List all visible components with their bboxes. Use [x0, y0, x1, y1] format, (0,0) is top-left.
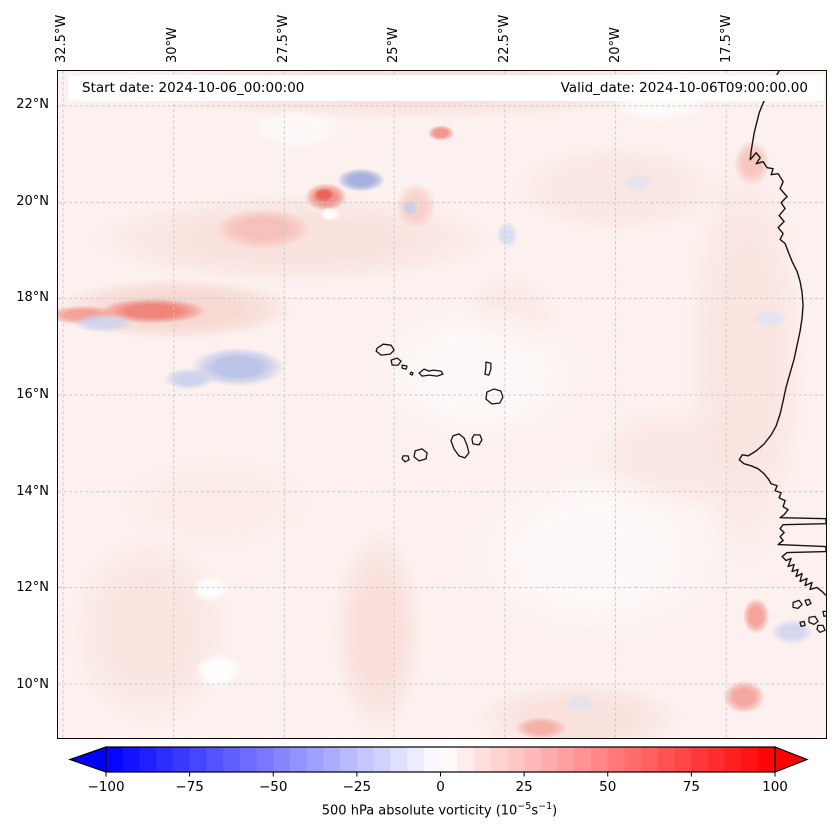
colorbar-segment-29 — [591, 747, 609, 772]
africa-coastline — [738, 71, 826, 596]
colorbar-segment-15 — [356, 747, 375, 772]
colorbar-segment-7 — [223, 747, 241, 772]
colorbar-segment-20 — [440, 747, 458, 772]
y-tick-label-1: 20°N — [16, 194, 49, 209]
y-tick-label-6: 10°N — [16, 677, 49, 692]
colorbar-extend-left-arrow — [68, 746, 107, 773]
colorbar-segment-25 — [524, 747, 542, 772]
colorbar-segment-18 — [407, 747, 425, 772]
caption-exponent-2: −1 — [538, 801, 553, 812]
colorbar-segment-11 — [289, 747, 308, 772]
island-outline-0 — [375, 343, 395, 356]
colorbar-segment-24 — [507, 747, 525, 772]
colorbar-segment-26 — [540, 747, 559, 772]
colorbar-segment-21 — [457, 747, 475, 772]
island-outline-2 — [401, 364, 408, 370]
y-tick-label-0: 22°N — [16, 97, 49, 112]
island-outline-6 — [485, 388, 504, 405]
island-outline-4 — [418, 368, 444, 377]
island-outline-16 — [822, 610, 826, 618]
colorbar-segment-14 — [340, 747, 358, 772]
colorbar-segment-9 — [256, 747, 274, 772]
colorbar-segment-1 — [122, 747, 141, 772]
map-plot-area: Start date: 2024-10-06_00:00:00 Valid_da… — [57, 70, 827, 739]
colorbar-tick-label-1: −75 — [175, 779, 204, 795]
colorbar-segment-31 — [624, 747, 642, 772]
island-outline-14 — [808, 615, 819, 625]
colorbar-tick-label-3: −25 — [343, 779, 372, 795]
colorbar-tick-label-7: 75 — [683, 779, 700, 795]
island-outline-9 — [413, 448, 428, 462]
colorbar-tick-label-5: 25 — [516, 779, 533, 795]
island-outline-3 — [409, 371, 414, 376]
colorbar-segment-5 — [189, 747, 207, 772]
island-outline-1 — [390, 357, 402, 366]
x-tick-label-4: 22.5°W — [497, 14, 512, 63]
colorbar-segment-16 — [373, 747, 391, 772]
x-tick-label-0: 32.5°W — [54, 14, 69, 63]
colorbar-segment-4 — [172, 747, 191, 772]
x-tick-label-2: 27.5°W — [276, 14, 291, 63]
x-tick-label-1: 30°W — [165, 27, 180, 63]
colorbar-segment-13 — [323, 747, 341, 772]
caption-prefix: 500 hPa absolute vorticity (10 — [321, 803, 518, 819]
colorbar-segment-17 — [390, 747, 408, 772]
valid-date-label: Valid_date: 2024-10-06T09:00:00.00 — [560, 80, 808, 96]
colorbar-extend-right-arrow — [774, 746, 809, 773]
x-tick-label-3: 25°W — [386, 27, 401, 63]
island-outline-11 — [792, 599, 803, 610]
caption-exponent-1: −5 — [517, 801, 532, 812]
colorbar-segment-33 — [657, 747, 676, 772]
island-outline-5 — [484, 361, 492, 376]
x-tick-label-6: 17.5°W — [719, 14, 734, 63]
island-outline-10 — [401, 455, 410, 463]
colorbar-tick-label-2: −50 — [259, 779, 288, 795]
colorbar-segment-6 — [206, 747, 224, 772]
y-tick-label-4: 14°N — [16, 484, 49, 499]
colorbar-segment-3 — [156, 747, 174, 772]
colorbar-segment-39 — [758, 747, 776, 772]
colorbar-tick-label-6: 50 — [599, 779, 616, 795]
colorbar-segment-37 — [724, 747, 743, 772]
island-outline-8 — [450, 433, 470, 459]
colorbar-segment-8 — [239, 747, 258, 772]
colorbar-segment-28 — [574, 747, 592, 772]
colorbar-segment-2 — [139, 747, 157, 772]
colorbar-tick-label-8: 100 — [762, 779, 788, 795]
y-tick-label-3: 16°N — [16, 387, 49, 402]
caption-suffix: ) — [552, 803, 558, 819]
colorbar-segment-35 — [691, 747, 709, 772]
colorbar-tick-label-0: −100 — [87, 779, 124, 795]
colorbar-segment-32 — [641, 747, 659, 772]
island-outline-13 — [799, 620, 806, 627]
colorbar-segment-36 — [708, 747, 726, 772]
island-outline-12 — [804, 598, 812, 607]
colorbar-segment-19 — [423, 747, 442, 772]
island-outline-15 — [816, 624, 826, 633]
colorbar-caption: 500 hPa absolute vorticity (10−5s−1) — [21, 801, 837, 818]
caption-mid: s — [531, 803, 539, 819]
coastline-grid-layer — [58, 71, 826, 738]
colorbar-segment-27 — [557, 747, 575, 772]
colorbar-segment-0 — [106, 747, 124, 772]
start-date-label: Start date: 2024-10-06_00:00:00 — [82, 80, 305, 96]
colorbar-segment-34 — [674, 747, 692, 772]
y-tick-label-5: 12°N — [16, 580, 49, 595]
x-tick-label-5: 20°W — [608, 27, 623, 63]
island-outline-7 — [471, 434, 483, 446]
colorbar-segment-12 — [306, 747, 325, 772]
y-tick-label-2: 18°N — [16, 290, 49, 305]
colorbar-segment-38 — [741, 747, 759, 772]
colorbar-segment-10 — [273, 747, 291, 772]
colorbar-segment-22 — [473, 747, 492, 772]
colorbar-segment-23 — [490, 747, 508, 772]
colorbar-segment-30 — [607, 747, 626, 772]
title-band: Start date: 2024-10-06_00:00:00 Valid_da… — [68, 75, 824, 101]
colorbar-tick-label-4: 0 — [436, 779, 445, 795]
colorbar: −100 −75 −50 −25 0 25 50 75 100 — [68, 746, 809, 795]
